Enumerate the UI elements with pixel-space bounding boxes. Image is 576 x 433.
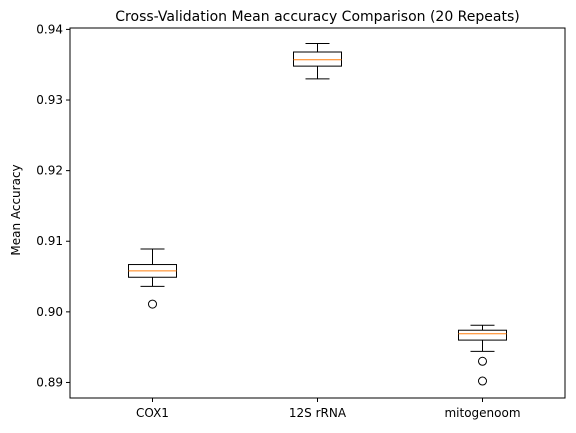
box-mitogenoom [458,324,507,386]
outlier-point [478,376,487,386]
plot-area-frame [69,27,566,399]
iqr-box [293,51,342,67]
iqr-box [458,329,507,341]
y-tick-label: 0.94 [36,22,63,36]
y-tick-label: 0.93 [36,93,63,107]
x-axis: COX1 12S rRNA mitogenoom [136,398,521,420]
x-tick-label: mitogenoom [444,406,520,420]
outlier-point [478,356,487,366]
y-tick-label: 0.91 [36,234,63,248]
chart-title: Cross-Validation Mean accuracy Compariso… [115,9,519,25]
box-cox1 [128,248,177,309]
y-axis-label: Mean Accuracy [9,164,23,255]
y-tick-label: 0.92 [36,164,63,178]
box-12s-rrna [293,43,342,80]
x-tick-label: COX1 [136,406,169,420]
y-tick-label: 0.89 [36,375,63,389]
outlier-point [148,299,157,309]
y-tick-label: 0.90 [36,305,63,319]
boxes-group [128,43,507,386]
x-tick-label: 12S rRNA [289,406,347,420]
y-axis: 0.89 0.90 0.91 0.92 0.93 0.94 [36,22,70,389]
